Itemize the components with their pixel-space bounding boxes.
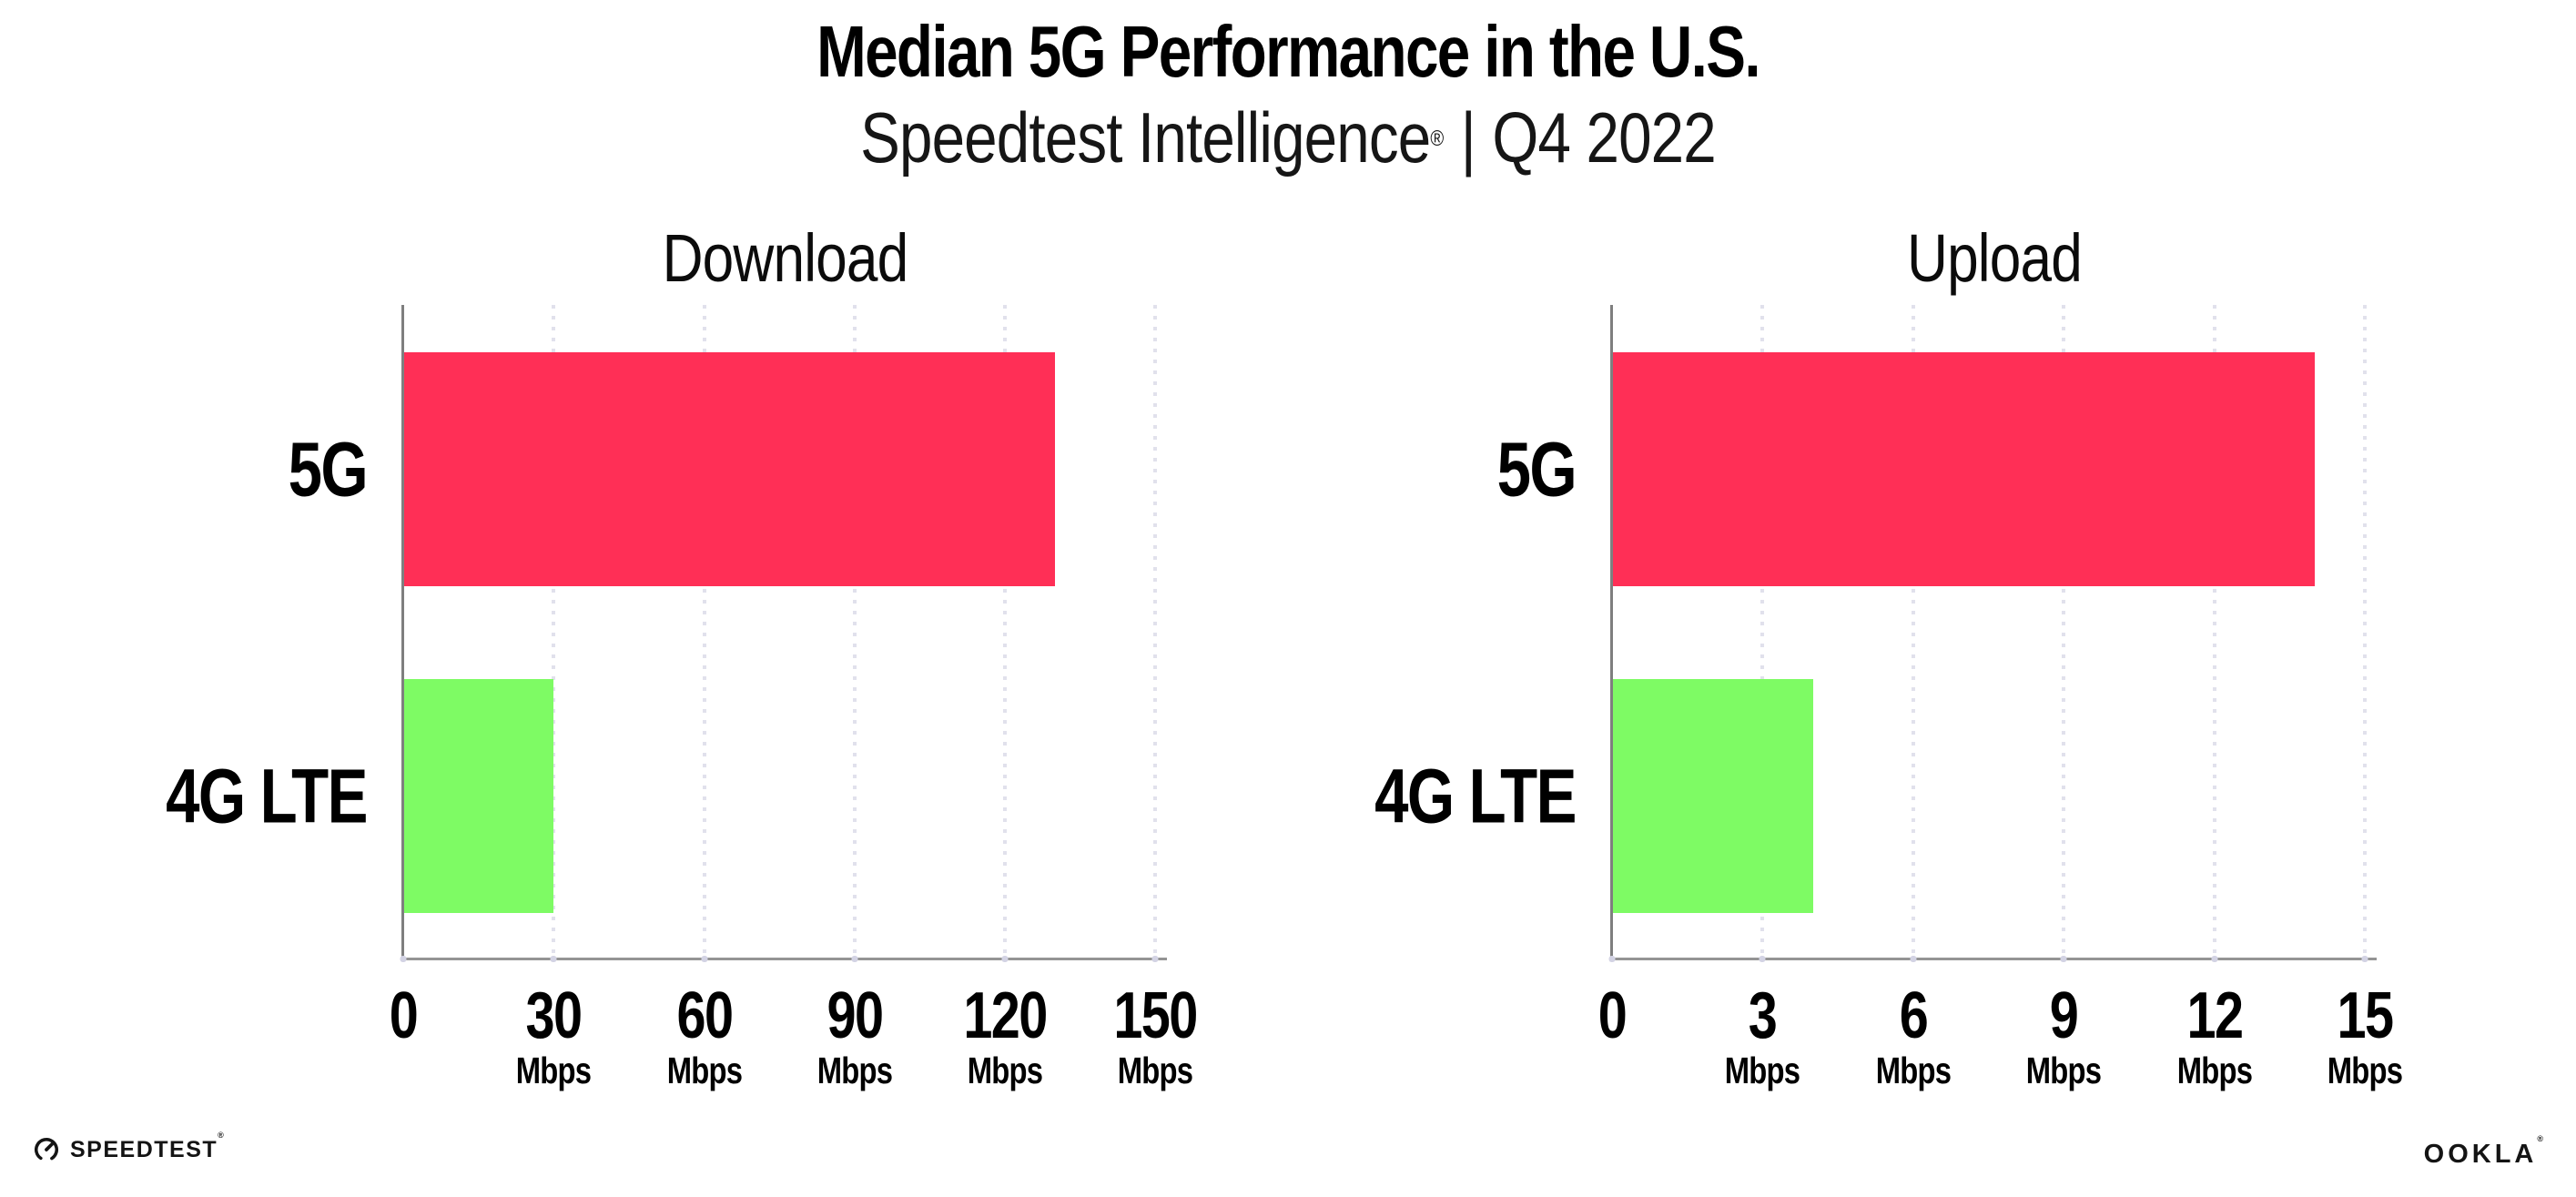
- x-tick-90: 90 Mbps: [807, 959, 901, 1090]
- x-tick-label: 12: [2186, 979, 2243, 1052]
- x-tick-60: 60 Mbps: [657, 959, 751, 1090]
- gridline-15: [2363, 305, 2368, 959]
- x-tick-3: 3 Mbps: [1716, 959, 1810, 1090]
- ookla-wordmark: OOKLA: [2423, 1140, 2538, 1169]
- x-tick-unit: Mbps: [1875, 1050, 1952, 1091]
- x-tick-unit: Mbps: [1725, 1050, 1800, 1091]
- bar-5g: [403, 351, 1056, 587]
- x-tick-unit: Mbps: [2026, 1050, 2102, 1091]
- gridline-12: [2212, 305, 2216, 959]
- x-tick-unit: Mbps: [666, 1050, 742, 1091]
- axis-tick-dot: [550, 956, 557, 962]
- x-tick-15: 15 Mbps: [2318, 959, 2412, 1090]
- speedtest-trademark-icon: ®: [218, 1130, 226, 1140]
- gridline-150: [1153, 305, 1158, 959]
- x-tick-unit: Mbps: [2176, 1050, 2253, 1091]
- x-tick-label: 60: [676, 979, 733, 1052]
- x-tick-9: 9 Mbps: [2017, 959, 2111, 1090]
- x-tick-0: 0: [386, 959, 421, 1050]
- download-chart-title: Download: [662, 220, 909, 296]
- upload-chart: Upload 5G 4G LTE 0 3 Mbps 6 Mbps 9 Mbps 12 Mbps 15…: [1374, 225, 2403, 1090]
- axis-tick-dot: [400, 956, 407, 962]
- axis-tick-dot: [1759, 956, 1766, 962]
- axis-tick-dot: [2060, 956, 2067, 962]
- category-labels: 5G 4G LTE: [1374, 305, 2377, 959]
- x-tick-label: 9: [2050, 979, 2079, 1052]
- x-tick-150: 150 Mbps: [1103, 959, 1207, 1090]
- x-tick-6: 6 Mbps: [1866, 959, 1960, 1090]
- category-labels: 5G 4G LTE: [166, 305, 1167, 959]
- x-axis-ticks: 0 3 Mbps 6 Mbps 9 Mbps 12 Mbps 15 Mbps: [1598, 959, 2404, 1104]
- x-tick-unit: Mbps: [516, 1050, 592, 1091]
- gridline-30: [552, 305, 556, 959]
- gridline-3: [1760, 305, 1765, 959]
- axis-tick-dot: [701, 956, 708, 962]
- category-label-5g: 5G: [1496, 426, 1577, 512]
- page-subtitle: Speedtest Intelligence® | Q4 2022: [206, 100, 2369, 175]
- x-tick-label: 15: [2337, 979, 2394, 1052]
- x-tick-label: 30: [525, 979, 583, 1052]
- x-axis-line: [1610, 958, 2377, 960]
- speedtest-logo: SPEEDTEST®: [33, 1130, 226, 1163]
- x-tick-label: 6: [1899, 979, 1929, 1052]
- registered-mark-icon: ®: [1430, 127, 1445, 151]
- axis-tick-dot: [1910, 956, 1917, 962]
- x-tick-label: 0: [1597, 979, 1628, 1052]
- subtitle-separator: |: [1460, 97, 1476, 178]
- x-tick-12: 12 Mbps: [2167, 959, 2261, 1090]
- bar-5g: [1612, 351, 2316, 587]
- speedtest-wordmark: SPEEDTEST®: [70, 1130, 226, 1162]
- x-tick-label: 150: [1113, 979, 1199, 1052]
- x-tick-unit: Mbps: [1118, 1050, 1193, 1091]
- x-tick-30: 30 Mbps: [507, 959, 601, 1090]
- y-axis-line: [1610, 305, 1613, 960]
- x-axis-line: [401, 958, 1167, 960]
- axis-tick-dot: [1151, 956, 1159, 962]
- axis-tick-dot: [1608, 956, 1616, 962]
- x-tick-unit: Mbps: [2328, 1050, 2403, 1091]
- axis-tick-dot: [851, 956, 858, 962]
- download-chart: Download 5G 4G LTE 0 30 Mbps 60 Mbps 90 Mbps 120…: [166, 225, 1198, 1090]
- plot-area: [1608, 305, 2377, 962]
- x-tick-label: 3: [1749, 979, 1778, 1052]
- gridline-120: [1003, 305, 1008, 959]
- subtitle-brand: Speedtest Intelligence: [860, 97, 1431, 178]
- gridline-6: [1911, 305, 1915, 959]
- x-tick-unit: Mbps: [967, 1050, 1043, 1091]
- axis-tick-dot: [1001, 956, 1009, 962]
- gridline-9: [2062, 305, 2066, 959]
- x-axis-ticks: 0 30 Mbps 60 Mbps 90 Mbps 120 Mbps 150 Mbps: [390, 959, 1199, 1104]
- x-tick-120: 120 Mbps: [953, 959, 1057, 1090]
- gridline-60: [702, 305, 706, 959]
- x-tick-label: 120: [963, 979, 1048, 1052]
- subtitle-period: Q4 2022: [1492, 97, 1716, 178]
- axis-tick-dot: [2211, 956, 2218, 962]
- x-tick-0: 0: [1595, 959, 1629, 1050]
- upload-chart-title: Upload: [1907, 220, 2083, 296]
- y-axis-line: [401, 305, 404, 960]
- ookla-logo: OOKLA®: [2423, 1134, 2543, 1170]
- category-label-5g: 5G: [288, 426, 369, 512]
- x-tick-label: 90: [827, 979, 883, 1052]
- x-tick-label: 0: [389, 979, 419, 1052]
- bar-4g-lte: [403, 678, 554, 914]
- category-label-4g-lte: 4G LTE: [166, 753, 368, 839]
- x-tick-unit: Mbps: [816, 1050, 893, 1091]
- gridline-90: [852, 305, 857, 959]
- category-label-4g-lte: 4G LTE: [1374, 753, 1577, 839]
- axis-tick-dot: [2361, 956, 2368, 962]
- page-title: Median 5G Performance in the U.S.: [816, 11, 1760, 92]
- plot-area: [400, 305, 1167, 962]
- bar-4g-lte: [1612, 678, 1813, 914]
- ookla-trademark-icon: ®: [2537, 1134, 2543, 1143]
- speedtest-gauge-icon: [34, 1137, 59, 1162]
